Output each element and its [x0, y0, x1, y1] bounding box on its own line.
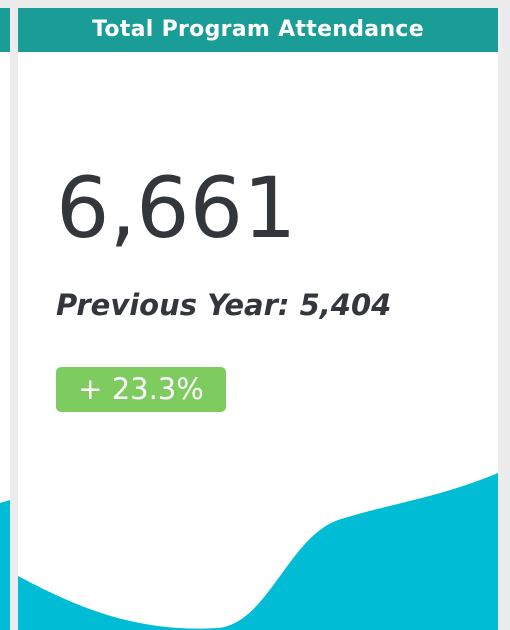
kpi-value: 6,661	[56, 159, 297, 257]
wave	[18, 473, 498, 630]
side-card-header	[0, 8, 10, 52]
previous-year: Previous Year: 5,404	[56, 288, 392, 322]
card-title: Total Program Attendance	[18, 8, 498, 52]
side-card	[0, 8, 10, 630]
kpi-card: Total Program Attendance 6,661 Previous …	[18, 8, 498, 630]
side-wave	[0, 500, 10, 630]
change-badge: + 23.3%	[56, 367, 226, 412]
